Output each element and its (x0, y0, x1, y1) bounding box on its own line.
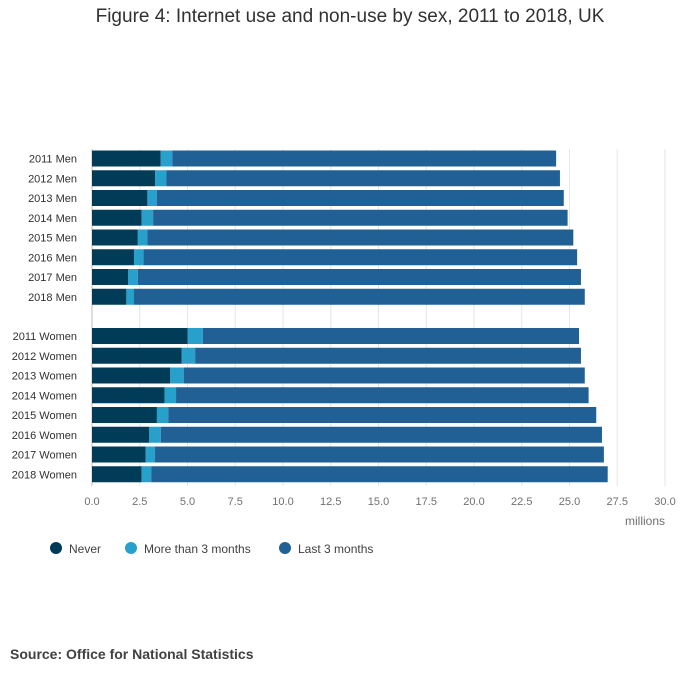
category-label: 2012 Women (12, 351, 77, 363)
x-tick-label: 25.0 (559, 496, 580, 508)
bar-segment (145, 446, 156, 463)
bar-segment (92, 466, 142, 483)
x-tick-label: 5.0 (180, 496, 195, 508)
bar-segment (92, 446, 146, 463)
category-label: 2014 Men (28, 213, 77, 225)
bar-segment (195, 347, 581, 364)
category-label: 2013 Women (12, 371, 77, 383)
bar-segment (92, 347, 182, 364)
bar-segment (92, 190, 148, 206)
category-label: 2013 Men (28, 193, 77, 205)
bar-segment (147, 190, 157, 206)
x-tick-label: 27.5 (607, 496, 628, 508)
bar-segment (141, 466, 152, 483)
category-label: 2012 Men (28, 173, 77, 185)
bar-segment (92, 328, 188, 344)
bar-segment (170, 367, 184, 384)
category-label: 2018 Women (12, 469, 77, 481)
bar-segment (164, 387, 177, 404)
bar-segment (134, 288, 585, 305)
bar-segment (92, 150, 161, 167)
legend-label: More than 3 months (144, 542, 251, 556)
bar-segment (187, 328, 203, 344)
x-tick-label: 0.0 (84, 496, 99, 508)
x-tick-label: 20.0 (463, 496, 484, 508)
bar-segment (183, 367, 585, 384)
legend: Never More than 3 months Last 3 months (50, 542, 373, 556)
source-note: Source: Office for National Statistics (10, 646, 254, 662)
category-label: 2017 Women (12, 450, 77, 462)
category-label: 2011 Men (29, 154, 77, 166)
category-label: 2016 Women (12, 430, 77, 442)
bars (92, 150, 608, 483)
bar-segment (141, 209, 154, 226)
x-tick-label: 30.0 (654, 496, 675, 508)
x-tick-label: 15.0 (368, 496, 389, 508)
bar-segment (168, 407, 597, 423)
bar-segment (92, 407, 157, 423)
x-tick-label: 2.5 (132, 496, 147, 508)
x-tick-labels: 0.0 2.5 5.0 7.5 10.0 12.5 15.0 17.5 20.0 22.5 25.0… (84, 496, 675, 508)
bar-segment (181, 347, 196, 364)
bar-segment (92, 367, 171, 384)
bar-segment (92, 249, 135, 266)
bar-segment (92, 387, 165, 404)
chart-plot: 2011 Men 2012 Men 2013 Men 2014 Men 2015 Men… (12, 149, 676, 556)
bar-segment (92, 229, 138, 246)
x-axis-label: millions (625, 514, 665, 528)
bar-segment (202, 328, 580, 344)
x-tick-label: 17.5 (416, 496, 437, 508)
bar-segment (143, 249, 578, 266)
bar-segment (151, 466, 608, 483)
bar-segment (128, 269, 138, 285)
bar-segment (155, 170, 167, 187)
category-label: 2015 Women (12, 410, 77, 422)
chart-title: Figure 4: Internet use and non-use by se… (95, 6, 605, 27)
bar-segment (147, 229, 574, 246)
bar-segment (92, 170, 156, 187)
x-tick-label: 7.5 (228, 496, 243, 508)
category-label: 2017 Men (28, 272, 77, 284)
legend-marker (50, 542, 62, 554)
bar-segment (149, 426, 161, 443)
bar-segment (176, 387, 589, 404)
x-tick-label: 22.5 (511, 496, 532, 508)
bar-segment (160, 150, 173, 167)
bar-segment (156, 407, 169, 423)
legend-marker (279, 542, 291, 554)
bar-segment (166, 170, 560, 187)
legend-label: Never (69, 542, 101, 556)
category-label: 2011 Women (13, 331, 77, 343)
category-label: 2018 Men (28, 292, 77, 304)
legend-label: Last 3 months (298, 542, 373, 556)
x-tick-label: 10.0 (272, 496, 293, 508)
category-label: 2014 Women (12, 390, 77, 402)
x-tick-label: 12.5 (320, 496, 341, 508)
category-labels: 2011 Men 2012 Men 2013 Men 2014 Men 2015 Men… (12, 154, 77, 482)
category-label: 2016 Men (28, 252, 77, 264)
category-label: 2015 Men (28, 233, 77, 245)
bar-segment (137, 229, 148, 246)
bar-segment (92, 288, 127, 305)
bar-segment (160, 426, 602, 443)
bar-segment (134, 249, 144, 266)
legend-marker (125, 542, 137, 554)
bar-segment (153, 209, 568, 226)
bar-segment (172, 150, 557, 167)
bar-segment (155, 446, 604, 463)
bar-segment (137, 269, 581, 285)
bar-segment (126, 288, 135, 305)
bar-segment (92, 426, 150, 443)
bar-segment (92, 209, 142, 226)
bar-segment (156, 190, 564, 206)
bar-segment (92, 269, 129, 285)
